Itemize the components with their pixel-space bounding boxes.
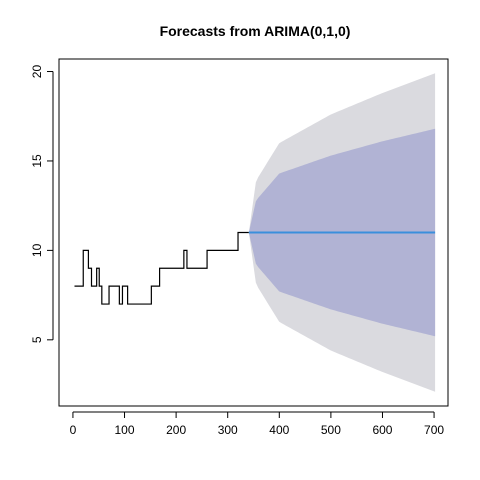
x-tick-label: 600 <box>372 423 392 437</box>
chart-title: Forecasts from ARIMA(0,1,0) <box>160 23 351 39</box>
plot-frame <box>58 58 449 407</box>
y-tick-label: 20 <box>30 65 44 79</box>
x-tick-label: 0 <box>70 423 77 437</box>
x-tick-label: 200 <box>166 423 186 437</box>
historical-series-line <box>74 231 249 305</box>
y-tick-label: 10 <box>30 243 44 257</box>
y-tick-label: 15 <box>30 154 44 168</box>
x-tick-label: 700 <box>424 423 444 437</box>
x-tick-label: 500 <box>321 423 341 437</box>
x-tick-label: 400 <box>269 423 289 437</box>
x-tick-label: 300 <box>218 423 238 437</box>
x-tick-label: 100 <box>115 423 135 437</box>
y-tick-label: 5 <box>30 336 44 343</box>
